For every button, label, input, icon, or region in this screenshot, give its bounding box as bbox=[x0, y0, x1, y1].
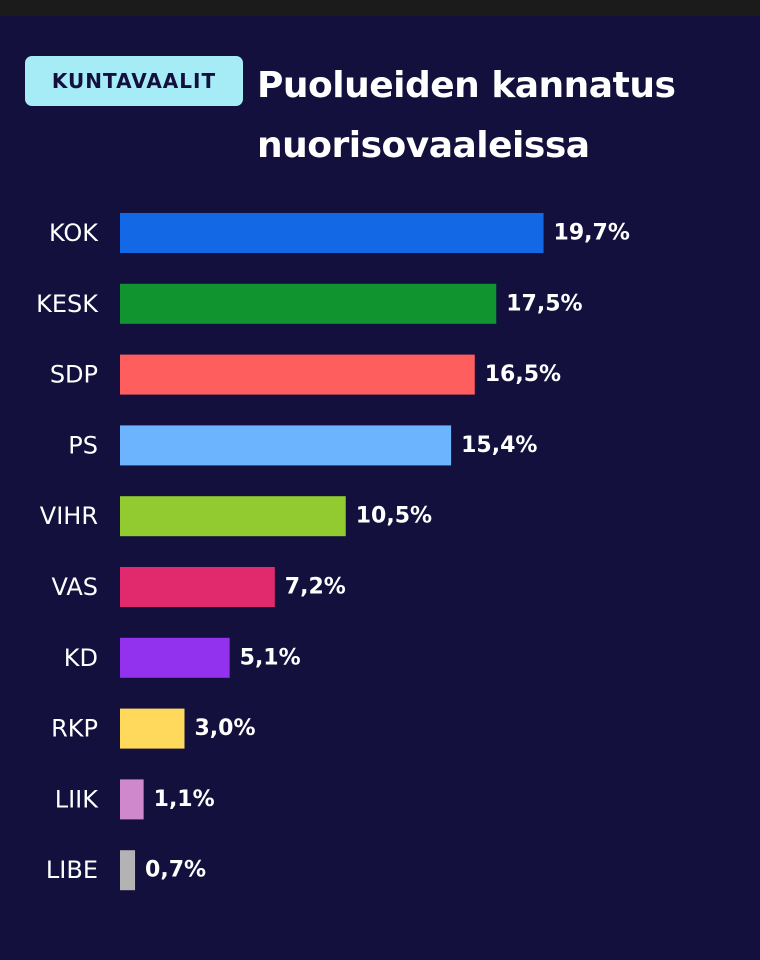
category-label-vihr: VIHR bbox=[40, 502, 98, 530]
chart-title-line-1: Puolueiden kannatus bbox=[257, 65, 676, 106]
bar-rkp bbox=[120, 708, 185, 749]
value-label-libe: 0,7% bbox=[145, 858, 206, 883]
top-strip bbox=[0, 0, 760, 16]
value-label-vihr: 10,5% bbox=[356, 504, 432, 529]
bar-kd bbox=[120, 637, 230, 678]
bar-vihr bbox=[120, 496, 346, 537]
chart-title-line-2: nuorisovaaleissa bbox=[257, 125, 590, 166]
value-label-vas: 7,2% bbox=[285, 575, 346, 600]
bar-kok bbox=[120, 213, 544, 253]
category-label-liik: LIIK bbox=[55, 785, 100, 813]
category-badge: KUNTAVAALIT bbox=[25, 56, 243, 106]
category-label-ps: PS bbox=[68, 431, 98, 459]
category-label-rkp: RKP bbox=[51, 715, 98, 743]
category-label-libe: LIBE bbox=[46, 856, 98, 884]
category-label-kesk: KESK bbox=[36, 290, 99, 318]
value-label-liik: 1,1% bbox=[154, 787, 215, 812]
category-label-vas: VAS bbox=[51, 573, 98, 601]
value-label-kesk: 17,5% bbox=[506, 291, 582, 316]
chart-title: Puolueiden kannatus nuorisovaaleissa bbox=[257, 56, 737, 176]
value-label-rkp: 3,0% bbox=[195, 716, 256, 741]
bar-vas bbox=[120, 567, 275, 607]
bar-kesk bbox=[120, 283, 497, 324]
bar-sdp bbox=[120, 354, 475, 395]
value-label-ps: 15,4% bbox=[461, 433, 537, 458]
value-label-kd: 5,1% bbox=[240, 645, 301, 670]
bar-ps bbox=[120, 425, 452, 466]
category-label-sdp: SDP bbox=[50, 361, 98, 389]
bar-libe bbox=[120, 850, 136, 891]
category-label-kok: KOK bbox=[49, 219, 99, 247]
category-label-kd: KD bbox=[64, 644, 98, 672]
bar-liik bbox=[120, 779, 144, 820]
value-label-kok: 19,7% bbox=[554, 221, 630, 246]
value-label-sdp: 16,5% bbox=[485, 362, 561, 387]
